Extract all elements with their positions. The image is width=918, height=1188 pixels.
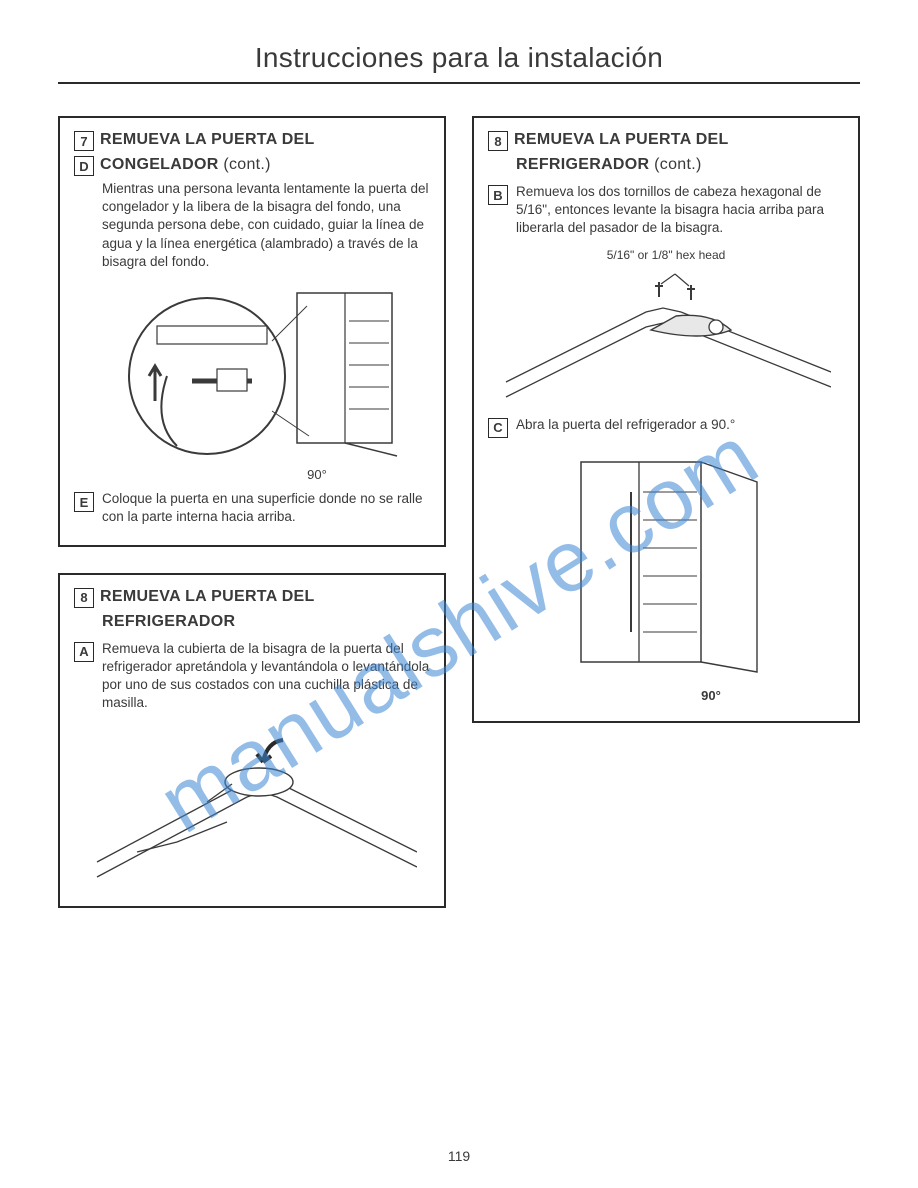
- angle-90-label: 90°: [204, 467, 430, 482]
- substep-8B-text: Remueva los dos tornillos de cabeza hexa…: [516, 183, 844, 238]
- figure-fridge-door-90: [488, 452, 844, 682]
- panel-step7-cont: 7 REMUEVA LA PUERTA DEL D CONGELADOR (co…: [58, 116, 446, 547]
- hex-head-label: 5/16" or 1/8" hex head: [488, 248, 844, 262]
- substep-letter-box: D: [74, 156, 94, 176]
- figure-hinge-cover: [74, 722, 430, 882]
- step7-title-l2: CONGELADOR (cont.): [100, 155, 271, 175]
- figure-freezer-door-hinge: [74, 281, 430, 461]
- step7-title-word: CONGELADOR: [100, 156, 219, 173]
- step7-header: 7 REMUEVA LA PUERTA DEL: [74, 130, 430, 151]
- substep-7E: E Coloque la puerta en una superficie do…: [74, 490, 430, 526]
- substep-letter-box: A: [74, 642, 94, 662]
- panel-step8-A: 8 REMUEVA LA PUERTA DEL REFRIGERADOR A R…: [58, 573, 446, 909]
- substep-8A-text: Remueva la cubierta de la bisagra de la …: [102, 640, 430, 713]
- panel-step8-BC: 8 REMUEVA LA PUERTA DEL REFRIGERADOR (co…: [472, 116, 860, 723]
- substep-8C-text: Abra la puerta del refrigerador a 90.°: [516, 416, 735, 434]
- angle-90-label-right: 90°: [578, 688, 844, 703]
- step-number-box: 8: [488, 131, 508, 151]
- content-columns: 7 REMUEVA LA PUERTA DEL D CONGELADOR (co…: [58, 116, 860, 908]
- substep-letter-box: C: [488, 418, 508, 438]
- substep-8B: B Remueva los dos tornillos de cabeza he…: [488, 183, 844, 238]
- substep-8A: A Remueva la cubierta de la bisagra de l…: [74, 640, 430, 713]
- step8cont-title-l2: REFRIGERADOR (cont.): [488, 155, 844, 175]
- cont-label: (cont.): [654, 156, 701, 173]
- right-column: 8 REMUEVA LA PUERTA DEL REFRIGERADOR (co…: [472, 116, 860, 908]
- step8-header: 8 REMUEVA LA PUERTA DEL: [74, 587, 430, 608]
- step7-header-line2: D CONGELADOR (cont.): [74, 155, 430, 176]
- page-title: Instrucciones para la instalación: [58, 42, 860, 84]
- step-number-box: 8: [74, 588, 94, 608]
- step8-title-l1: REMUEVA LA PUERTA DEL: [100, 587, 315, 607]
- step8-title-l2: REFRIGERADOR: [74, 612, 430, 632]
- step-number-box: 7: [74, 131, 94, 151]
- step8cont-title-word: REFRIGERADOR: [516, 156, 649, 173]
- step7-title-l1: REMUEVA LA PUERTA DEL: [100, 130, 315, 150]
- figure-hinge-screws: [488, 272, 844, 402]
- step8cont-header: 8 REMUEVA LA PUERTA DEL: [488, 130, 844, 151]
- cont-label: (cont.): [223, 156, 270, 173]
- page-number: 119: [0, 1148, 918, 1164]
- left-column: 7 REMUEVA LA PUERTA DEL D CONGELADOR (co…: [58, 116, 446, 908]
- substep-8C: C Abra la puerta del refrigerador a 90.°: [488, 416, 844, 438]
- substep-letter-box: E: [74, 492, 94, 512]
- substep-7E-text: Coloque la puerta en una superficie dond…: [102, 490, 430, 526]
- step8cont-title-l1: REMUEVA LA PUERTA DEL: [514, 130, 729, 150]
- substep-letter-box: B: [488, 185, 508, 205]
- step7d-body: Mientras una persona levanta lentamente …: [74, 180, 430, 271]
